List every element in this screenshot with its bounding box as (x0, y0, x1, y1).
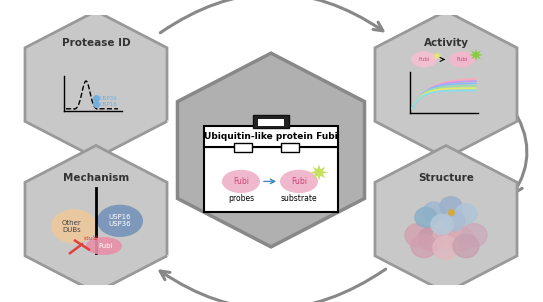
Circle shape (415, 207, 437, 227)
Ellipse shape (222, 170, 260, 193)
Circle shape (443, 211, 465, 231)
FancyBboxPatch shape (281, 143, 299, 152)
Ellipse shape (411, 51, 437, 68)
Circle shape (431, 215, 453, 234)
Circle shape (433, 225, 459, 249)
Text: Activity: Activity (424, 38, 469, 48)
Polygon shape (25, 11, 167, 158)
Circle shape (455, 204, 477, 223)
Text: Structure: Structure (418, 173, 474, 183)
Ellipse shape (51, 209, 97, 243)
Polygon shape (310, 164, 328, 181)
Text: Other
DUBs: Other DUBs (62, 220, 82, 233)
Text: Fubi: Fubi (233, 177, 249, 186)
Ellipse shape (449, 51, 475, 68)
Circle shape (453, 234, 479, 258)
Circle shape (448, 227, 474, 250)
Polygon shape (432, 51, 442, 60)
Text: substrate: substrate (281, 194, 317, 203)
Text: Fubi: Fubi (456, 57, 468, 62)
Circle shape (461, 223, 487, 247)
Text: Ubiquitin-like protein Fubi: Ubiquitin-like protein Fubi (204, 132, 338, 141)
Polygon shape (178, 53, 364, 247)
Text: Fubi: Fubi (291, 177, 307, 186)
Circle shape (423, 202, 445, 222)
Text: Fubi: Fubi (418, 57, 430, 62)
FancyBboxPatch shape (253, 115, 289, 128)
Circle shape (418, 227, 444, 250)
Polygon shape (469, 49, 483, 61)
Polygon shape (25, 146, 167, 293)
Circle shape (433, 236, 459, 259)
FancyBboxPatch shape (258, 119, 284, 126)
FancyBboxPatch shape (204, 126, 338, 147)
Ellipse shape (86, 237, 122, 255)
Text: USP36: USP36 (100, 95, 118, 101)
Circle shape (440, 197, 462, 217)
Text: probes: probes (228, 194, 254, 203)
Polygon shape (375, 146, 517, 293)
Polygon shape (375, 11, 517, 158)
FancyBboxPatch shape (204, 147, 338, 212)
Ellipse shape (97, 205, 143, 237)
Text: USP16: USP16 (100, 102, 118, 107)
FancyBboxPatch shape (234, 143, 252, 152)
Ellipse shape (280, 170, 318, 193)
Text: Mechanism: Mechanism (63, 173, 129, 183)
Circle shape (411, 234, 437, 258)
Text: Protease ID: Protease ID (62, 38, 130, 48)
Circle shape (405, 223, 431, 247)
Text: iduꓤ: iduꓤ (83, 236, 97, 241)
Text: USP16
USP36: USP16 USP36 (109, 214, 131, 227)
Text: Fubi: Fubi (99, 243, 113, 249)
